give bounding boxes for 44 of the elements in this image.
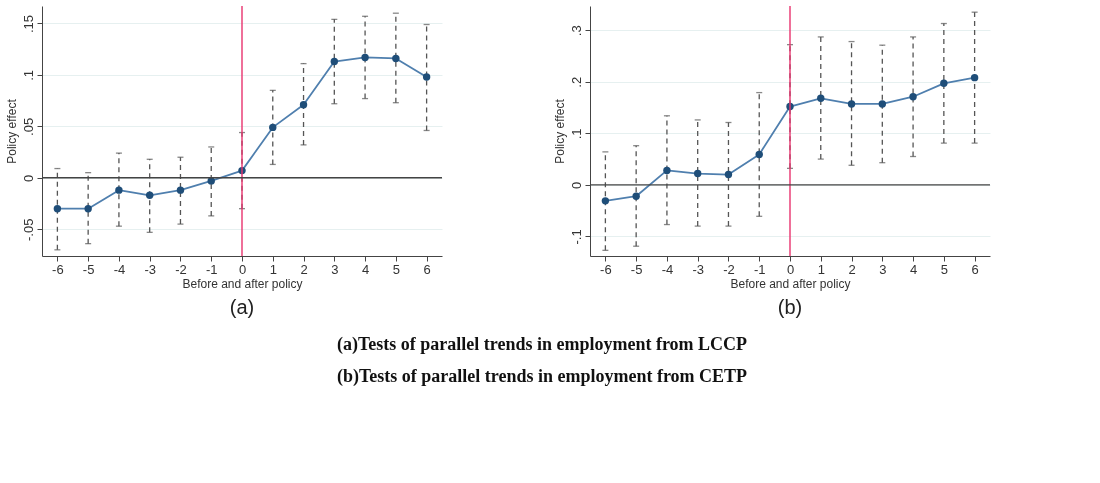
x-tick-label: -4 bbox=[661, 261, 674, 277]
x-tick-label: 2 bbox=[848, 261, 856, 277]
x-axis-title: Before and after policy bbox=[730, 276, 851, 291]
x-tick-label: -3 bbox=[144, 261, 156, 277]
x-tick-label: -2 bbox=[723, 261, 735, 277]
y-axis-title: Policy effect bbox=[4, 98, 19, 164]
x-tick-label: -5 bbox=[630, 261, 643, 277]
x-tick-label: 6 bbox=[423, 261, 431, 277]
text: (a)Tests of parallel trends in employment from LCCP bbox=[336, 334, 748, 355]
x-tick-label: -5 bbox=[82, 261, 95, 277]
x-tick-label: 6 bbox=[971, 261, 979, 277]
y-tick-label: 0 bbox=[20, 174, 36, 182]
x-tick-label: -3 bbox=[692, 261, 704, 277]
x-tick-label: 2 bbox=[300, 261, 308, 277]
y-tick-label: .1 bbox=[20, 70, 36, 81]
text: (a) bbox=[229, 296, 255, 318]
x-tick-label: 5 bbox=[392, 261, 400, 277]
x-tick-label: 0 bbox=[786, 261, 795, 277]
x-tick-label: 0 bbox=[238, 261, 247, 277]
x-tick-label: 4 bbox=[361, 261, 370, 277]
y-tick-label: 0 bbox=[568, 181, 584, 189]
y-tick-label: .15 bbox=[20, 14, 36, 34]
y-tick-label: -.1 bbox=[568, 229, 584, 245]
x-tick-label: 5 bbox=[940, 261, 948, 277]
y-tick-label: .1 bbox=[568, 128, 584, 140]
x-tick-label: -6 bbox=[52, 261, 64, 277]
x-tick-label: 1 bbox=[817, 261, 825, 277]
x-tick-label: -6 bbox=[600, 261, 612, 277]
text: (b) bbox=[777, 296, 803, 318]
x-axis-title: Before and after policy bbox=[182, 276, 303, 291]
x-tick-label: -1 bbox=[753, 261, 766, 277]
x-tick-label: 3 bbox=[331, 261, 339, 277]
y-tick-label: .3 bbox=[568, 25, 584, 37]
x-tick-label: 4 bbox=[909, 261, 918, 277]
y-axis-title: Policy effect bbox=[552, 98, 567, 164]
text: (b)Tests of parallel trends in employment from CETP bbox=[336, 366, 748, 387]
y-tick-label: .05 bbox=[20, 117, 36, 136]
y-tick-label: .2 bbox=[568, 76, 584, 88]
x-tick-label: -2 bbox=[175, 261, 187, 277]
y-tick-label: -.05 bbox=[20, 218, 36, 241]
x-tick-label: 1 bbox=[269, 261, 277, 277]
x-tick-label: -4 bbox=[113, 261, 126, 277]
x-tick-label: 3 bbox=[879, 261, 887, 277]
x-tick-label: -1 bbox=[205, 261, 218, 277]
